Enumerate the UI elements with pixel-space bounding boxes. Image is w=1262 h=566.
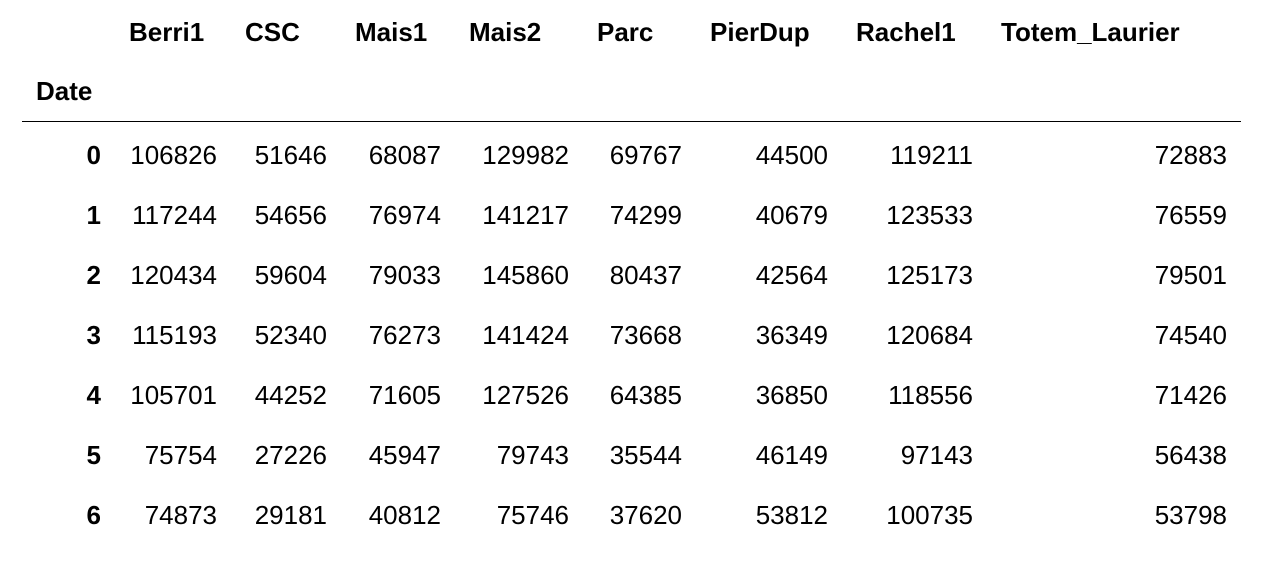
table-row: 2 120434 59604 79033 145860 80437 42564 … xyxy=(22,245,1241,305)
table-cell: 145860 xyxy=(482,259,569,290)
table-cell: 52340 xyxy=(254,319,327,350)
table-header: Berri1 CSC Mais1 Mais2 Parc PierDup Rach… xyxy=(22,0,1241,122)
table-row: 3 115193 52340 76273 141424 73668 36349 … xyxy=(22,305,1241,365)
column-header: Totem_Laurier xyxy=(1001,17,1180,47)
table-cell: 97143 xyxy=(900,439,973,470)
empty-header-cell xyxy=(583,63,696,122)
table-cell: 75746 xyxy=(496,499,569,530)
table-cell: 71605 xyxy=(368,379,441,410)
table-cell: 42564 xyxy=(755,259,828,290)
table-cell: 141424 xyxy=(482,319,569,350)
table-cell: 37620 xyxy=(609,499,682,530)
table-cell: 69767 xyxy=(609,139,682,170)
table-cell: 64385 xyxy=(609,379,682,410)
empty-header-cell xyxy=(842,63,987,122)
table-cell: 45947 xyxy=(368,439,441,470)
table-cell: 44500 xyxy=(755,139,828,170)
table-cell: 120434 xyxy=(130,259,217,290)
table-cell: 80437 xyxy=(609,259,682,290)
table-cell: 119211 xyxy=(890,139,973,170)
corner-cell xyxy=(22,0,115,63)
table-cell: 44252 xyxy=(254,379,327,410)
row-index: 5 xyxy=(86,439,101,470)
table-cell: 56438 xyxy=(1154,439,1227,470)
table-cell: 118556 xyxy=(888,379,973,410)
empty-header-cell xyxy=(231,63,341,122)
column-header: Mais1 xyxy=(355,17,428,47)
row-index: 6 xyxy=(86,499,101,530)
table-cell: 59604 xyxy=(254,259,327,290)
column-header: Parc xyxy=(597,17,654,47)
table-cell: 123533 xyxy=(886,199,973,230)
table-cell: 76273 xyxy=(368,319,441,350)
table-cell: 74299 xyxy=(609,199,682,230)
table-row: 1 117244 54656 76974 141217 74299 40679 … xyxy=(22,185,1241,245)
row-index: 4 xyxy=(86,379,101,410)
table-row: 5 75754 27226 45947 79743 35544 46149 97… xyxy=(22,425,1241,485)
row-index: 3 xyxy=(86,319,101,350)
table-cell: 105701 xyxy=(130,379,217,410)
table-cell: 79033 xyxy=(368,259,441,290)
table-cell: 53812 xyxy=(755,499,828,530)
empty-header-cell xyxy=(341,63,455,122)
data-table: Berri1 CSC Mais1 Mais2 Parc PierDup Rach… xyxy=(22,0,1241,545)
empty-header-cell xyxy=(696,63,842,122)
table-cell: 51646 xyxy=(254,139,327,170)
table-cell: 120684 xyxy=(886,319,973,350)
table-cell: 117244 xyxy=(132,199,217,230)
table-cell: 46149 xyxy=(755,439,828,470)
table-cell: 76974 xyxy=(368,199,441,230)
row-index: 2 xyxy=(86,259,101,290)
table-cell: 40812 xyxy=(368,499,441,530)
table-cell: 125173 xyxy=(886,259,973,290)
table-cell: 127526 xyxy=(482,379,569,410)
table-cell: 36850 xyxy=(755,379,828,410)
empty-header-cell xyxy=(115,63,231,122)
table-cell: 74873 xyxy=(144,499,217,530)
column-header: Berri1 xyxy=(129,17,205,47)
empty-header-cell xyxy=(987,63,1241,122)
table-cell: 73668 xyxy=(609,319,682,350)
table-cell: 29181 xyxy=(254,499,327,530)
table-cell: 53798 xyxy=(1154,499,1227,530)
table-cell: 74540 xyxy=(1154,319,1227,350)
table-cell: 79501 xyxy=(1154,259,1227,290)
table-cell: 54656 xyxy=(254,199,327,230)
table-cell: 115193 xyxy=(132,319,217,350)
row-index: 1 xyxy=(86,199,101,230)
table-cell: 71426 xyxy=(1154,379,1227,410)
column-header: CSC xyxy=(245,17,300,47)
table-cell: 106826 xyxy=(130,139,217,170)
table-cell: 79743 xyxy=(496,439,569,470)
table-row: 6 74873 29181 40812 75746 37620 53812 10… xyxy=(22,485,1241,545)
table-cell: 68087 xyxy=(368,139,441,170)
table-row: 4 105701 44252 71605 127526 64385 36850 … xyxy=(22,365,1241,425)
column-header: Rachel1 xyxy=(856,17,956,47)
column-header: PierDup xyxy=(710,17,810,47)
table-cell: 76559 xyxy=(1154,199,1227,230)
index-name-row: Date xyxy=(22,63,1241,122)
table-cell: 141217 xyxy=(482,199,569,230)
table-cell: 72883 xyxy=(1154,139,1227,170)
table-row: 0 106826 51646 68087 129982 69767 44500 … xyxy=(22,121,1241,185)
table-cell: 35544 xyxy=(609,439,682,470)
table-body: 0 106826 51646 68087 129982 69767 44500 … xyxy=(22,121,1241,545)
table-cell: 129982 xyxy=(482,139,569,170)
column-header: Mais2 xyxy=(469,17,542,47)
table-cell: 36349 xyxy=(755,319,828,350)
index-name: Date xyxy=(22,63,115,122)
row-index: 0 xyxy=(86,139,101,170)
table-cell: 27226 xyxy=(254,439,327,470)
empty-header-cell xyxy=(455,63,583,122)
table-cell: 40679 xyxy=(755,199,828,230)
table-cell: 75754 xyxy=(144,439,217,470)
table-cell: 100735 xyxy=(886,499,973,530)
column-header-row: Berri1 CSC Mais1 Mais2 Parc PierDup Rach… xyxy=(22,0,1241,63)
